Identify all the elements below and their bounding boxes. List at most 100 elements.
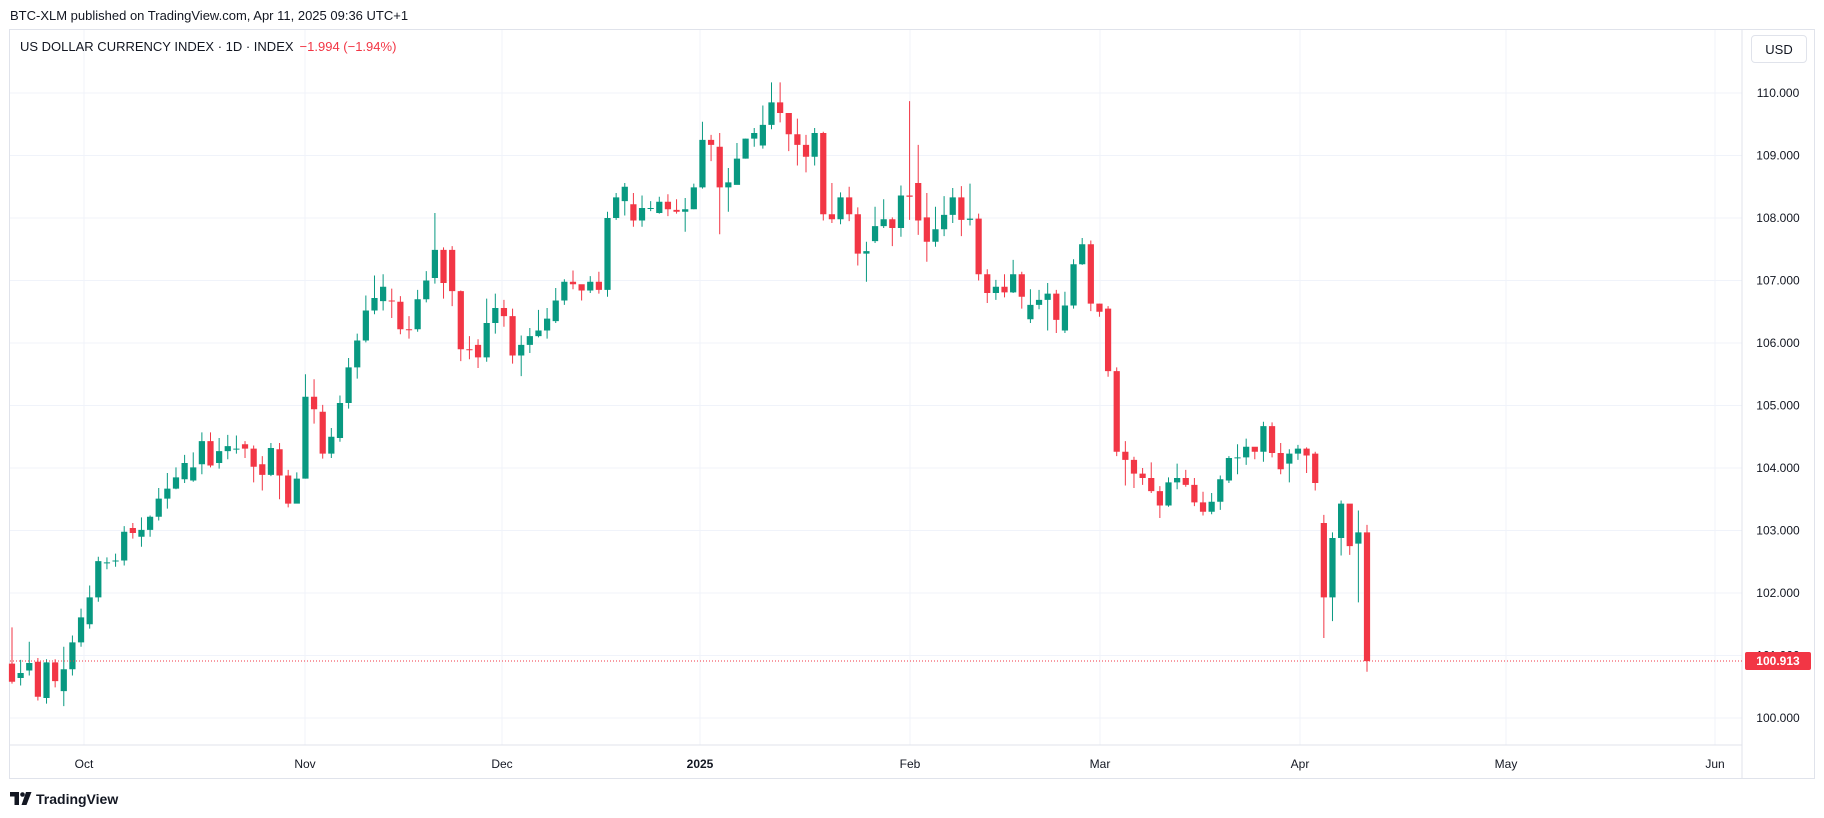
candle[interactable] [77, 608, 85, 647]
candle[interactable] [1355, 510, 1362, 603]
candle[interactable] [233, 435, 240, 454]
candle[interactable] [1027, 289, 1034, 323]
candle[interactable] [915, 144, 922, 235]
candle[interactable] [285, 469, 292, 508]
candle[interactable] [1044, 283, 1051, 331]
candle[interactable] [328, 428, 335, 458]
candle[interactable] [405, 316, 413, 339]
candle[interactable] [1251, 446, 1258, 460]
candle[interactable] [224, 434, 231, 460]
candle[interactable] [992, 279, 999, 300]
candle[interactable] [17, 659, 24, 686]
candle[interactable] [86, 585, 93, 629]
candle[interactable] [742, 138, 749, 159]
candle[interactable] [1260, 421, 1267, 462]
candle[interactable] [69, 635, 76, 676]
candle[interactable] [923, 193, 930, 262]
candle[interactable] [682, 198, 689, 232]
candle[interactable] [811, 128, 818, 166]
candle[interactable] [1104, 306, 1112, 377]
candle[interactable] [958, 186, 965, 237]
currency-button[interactable]: USD [1751, 35, 1807, 63]
candle[interactable] [310, 379, 318, 424]
candle[interactable] [474, 339, 482, 368]
candle[interactable] [604, 211, 611, 297]
candle[interactable] [595, 271, 602, 294]
candle[interactable] [1174, 463, 1181, 490]
candle[interactable] [1199, 491, 1207, 516]
candle[interactable] [112, 553, 119, 567]
candle[interactable] [621, 183, 628, 216]
candle[interactable] [1122, 441, 1129, 486]
candle[interactable] [1113, 367, 1120, 457]
candle[interactable] [431, 213, 439, 284]
candle[interactable] [1363, 524, 1371, 672]
candle[interactable] [518, 335, 525, 377]
candle[interactable] [138, 517, 145, 547]
candle[interactable] [1303, 447, 1310, 473]
candle[interactable] [1148, 462, 1155, 493]
candle[interactable] [656, 196, 663, 214]
candle[interactable] [276, 443, 283, 500]
candle[interactable] [854, 207, 861, 266]
candle[interactable] [103, 557, 111, 570]
candle[interactable] [1070, 259, 1077, 309]
candle[interactable] [906, 101, 913, 220]
candle[interactable] [483, 298, 490, 362]
candle[interactable] [293, 472, 300, 504]
candle[interactable] [1053, 289, 1060, 333]
candle[interactable] [43, 659, 50, 704]
candle[interactable] [1277, 443, 1284, 475]
candle[interactable] [1320, 514, 1327, 638]
candle[interactable] [267, 443, 275, 477]
candle[interactable] [820, 131, 827, 221]
candle[interactable] [725, 168, 732, 212]
candle[interactable] [578, 284, 585, 301]
candle[interactable] [785, 113, 792, 152]
candle[interactable] [492, 293, 499, 334]
candle[interactable] [802, 134, 810, 173]
candle[interactable] [699, 121, 706, 189]
candle[interactable] [1268, 422, 1276, 458]
candle[interactable] [897, 185, 905, 237]
candle[interactable] [543, 308, 551, 339]
candle[interactable] [449, 246, 456, 307]
candle[interactable] [388, 288, 395, 318]
candle[interactable] [949, 188, 956, 223]
candle[interactable] [1217, 475, 1224, 510]
candle[interactable] [664, 194, 672, 217]
candle[interactable] [440, 247, 447, 299]
candle[interactable] [1035, 289, 1043, 310]
candle[interactable] [34, 658, 41, 701]
candle[interactable] [638, 195, 646, 227]
candle[interactable] [707, 134, 715, 162]
candle[interactable] [181, 454, 188, 483]
candle[interactable] [863, 241, 870, 282]
candle[interactable] [146, 515, 154, 537]
candle[interactable] [587, 276, 594, 293]
candle[interactable] [733, 143, 741, 185]
candle[interactable] [8, 627, 16, 684]
candle[interactable] [871, 206, 879, 243]
candle[interactable] [509, 308, 516, 364]
candle[interactable] [1182, 469, 1189, 487]
candle[interactable] [673, 199, 680, 214]
candle[interactable] [259, 456, 266, 491]
candle[interactable] [190, 452, 197, 482]
candle[interactable] [940, 196, 948, 237]
candle[interactable] [966, 183, 974, 226]
candle[interactable] [1018, 271, 1025, 309]
candle[interactable] [95, 556, 102, 602]
candle[interactable] [1243, 438, 1250, 465]
candle[interactable] [60, 646, 67, 707]
candle[interactable] [164, 473, 171, 509]
candle[interactable] [466, 336, 473, 360]
candle[interactable] [1312, 451, 1319, 491]
candle[interactable] [129, 523, 136, 539]
candle[interactable] [1156, 486, 1163, 518]
candle[interactable] [1096, 303, 1103, 317]
candle[interactable] [768, 82, 775, 130]
candle[interactable] [380, 274, 387, 311]
candle[interactable] [371, 275, 378, 315]
